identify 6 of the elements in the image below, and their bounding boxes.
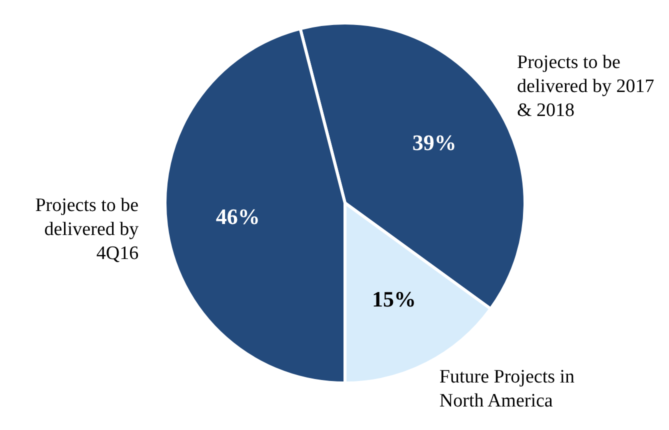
- data-label: 46%: [216, 204, 260, 230]
- slice-label: Projects to be delivered by 2017 & 2018: [517, 52, 654, 122]
- data-label: 15%: [372, 286, 416, 312]
- slice-label: Future Projects in North America: [439, 366, 576, 412]
- data-label: 39%: [412, 130, 456, 155]
- slice-label: Projects to be delivered by 4Q16: [35, 195, 140, 264]
